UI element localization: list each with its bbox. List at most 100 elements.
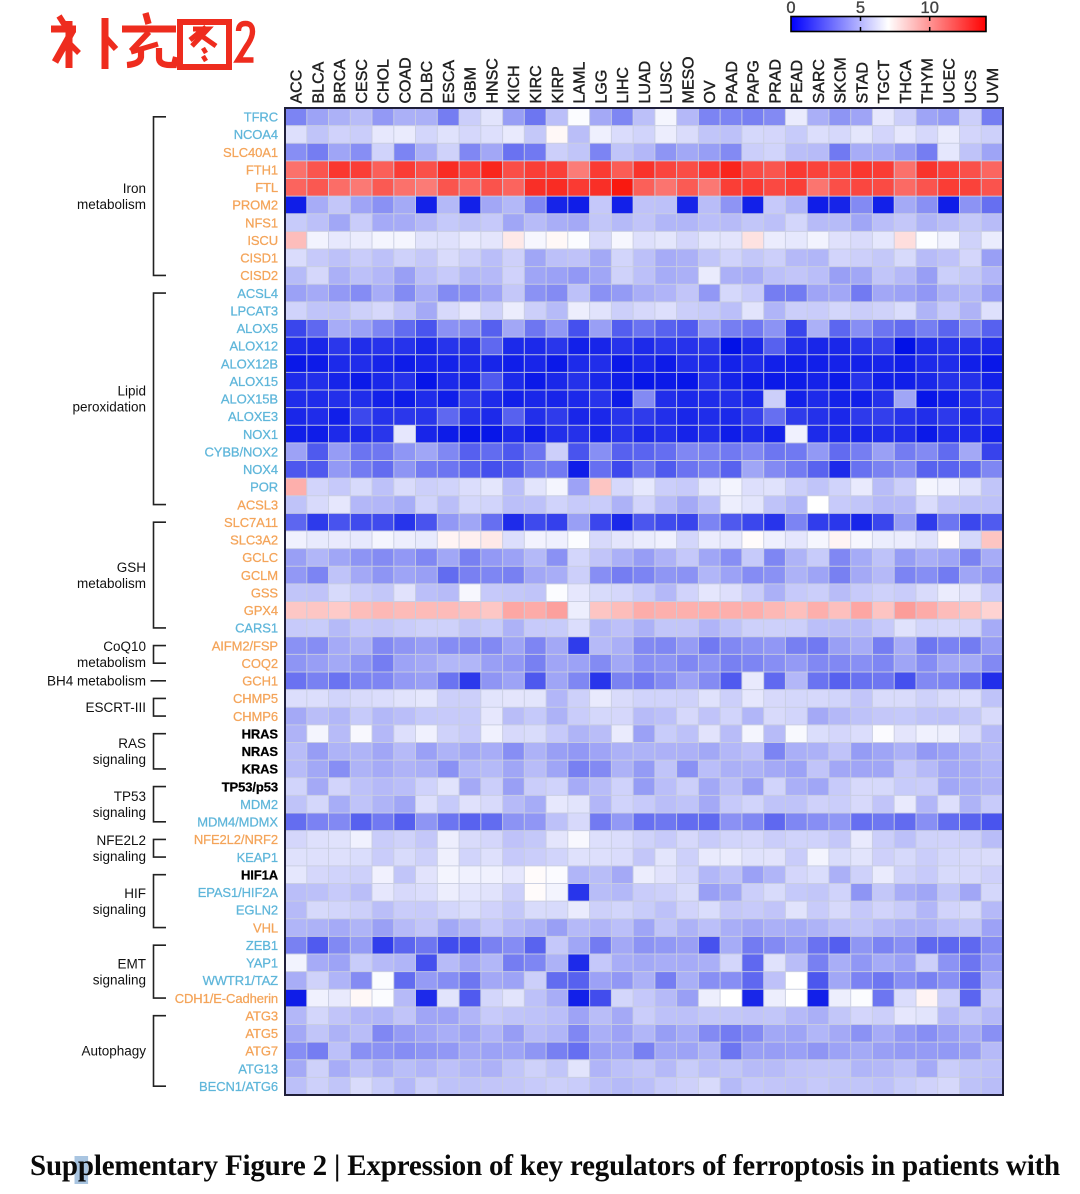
svg-text:NCOA4: NCOA4	[234, 127, 278, 142]
svg-text:signaling: signaling	[93, 805, 146, 820]
svg-text:10: 10	[921, 0, 939, 17]
svg-text:UCS: UCS	[963, 70, 980, 104]
svg-text:EMT: EMT	[118, 956, 147, 971]
svg-text:ISCU: ISCU	[247, 233, 278, 248]
svg-text:metabolism: metabolism	[77, 197, 146, 212]
svg-text:NOX4: NOX4	[243, 462, 278, 477]
svg-text:BLCA: BLCA	[310, 61, 327, 103]
svg-text:LGG: LGG	[593, 70, 610, 104]
svg-text:GSS: GSS	[251, 586, 279, 601]
svg-text:NRAS: NRAS	[242, 744, 279, 759]
svg-text:SLC40A1: SLC40A1	[223, 145, 278, 160]
svg-text:CHMP6: CHMP6	[233, 709, 278, 724]
svg-text:NFE2L2: NFE2L2	[96, 833, 146, 848]
svg-text:KIRC: KIRC	[528, 65, 545, 103]
svg-text:GCLM: GCLM	[241, 568, 278, 583]
svg-text:ACSL3: ACSL3	[237, 497, 278, 512]
svg-text:CARS1: CARS1	[235, 621, 278, 636]
svg-text:NFS1: NFS1	[245, 215, 278, 230]
svg-text:TGCT: TGCT	[876, 60, 893, 104]
svg-text:TP53: TP53	[114, 789, 146, 804]
svg-text:HNSC: HNSC	[485, 58, 502, 103]
svg-text:ESCRT-III: ESCRT-III	[85, 700, 146, 715]
svg-text:signaling: signaling	[93, 752, 146, 767]
svg-text:MESO: MESO	[680, 56, 697, 103]
svg-text:HIF1A: HIF1A	[241, 868, 279, 883]
svg-text:STAD: STAD	[854, 62, 871, 103]
svg-text:ALOX15: ALOX15	[229, 374, 278, 389]
svg-text:PAPG: PAPG	[746, 60, 763, 103]
svg-text:CDH1/E-Cadherin: CDH1/E-Cadherin	[175, 991, 278, 1006]
svg-text:YAP1: YAP1	[246, 956, 278, 971]
svg-text:NOX1: NOX1	[243, 427, 278, 442]
svg-text:EPAS1/HIF2A: EPAS1/HIF2A	[198, 885, 279, 900]
svg-text:THCA: THCA	[898, 60, 915, 104]
svg-text:ATG13: ATG13	[238, 1061, 278, 1076]
svg-text:LIHC: LIHC	[615, 67, 632, 103]
svg-text:RAS: RAS	[118, 736, 146, 751]
svg-text:EGLN2: EGLN2	[236, 903, 278, 918]
svg-text:KIRP: KIRP	[550, 66, 567, 103]
svg-text:ALOX5: ALOX5	[237, 321, 278, 336]
svg-text:ATG5: ATG5	[245, 1026, 278, 1041]
svg-text:ATG3: ATG3	[245, 1009, 278, 1024]
svg-text:LUSC: LUSC	[659, 61, 676, 104]
svg-text:CoQ10: CoQ10	[103, 639, 146, 654]
svg-text:CHMP5: CHMP5	[233, 691, 278, 706]
svg-text:ALOX12B: ALOX12B	[221, 356, 278, 371]
svg-text:VHL: VHL	[253, 920, 278, 935]
svg-text:ATG7: ATG7	[245, 1044, 278, 1059]
svg-text:CISD2: CISD2	[240, 268, 278, 283]
svg-text:5: 5	[856, 0, 865, 17]
svg-text:SKCM: SKCM	[833, 57, 850, 103]
svg-text:CESC: CESC	[354, 59, 371, 103]
svg-text:PRAD: PRAD	[767, 59, 784, 103]
svg-text:TFRC: TFRC	[244, 110, 278, 125]
svg-text:DLBC: DLBC	[419, 61, 436, 104]
svg-text:ALOX12: ALOX12	[229, 339, 278, 354]
svg-text:KRAS: KRAS	[242, 762, 279, 777]
svg-text:POR: POR	[250, 480, 278, 495]
svg-text:BECN1/ATG6: BECN1/ATG6	[199, 1079, 278, 1094]
svg-text:Lipid: Lipid	[117, 384, 146, 399]
svg-text:PEAD: PEAD	[789, 60, 806, 104]
svg-text:KICH: KICH	[506, 65, 523, 103]
svg-text:GCLC: GCLC	[242, 550, 278, 565]
svg-text:signaling: signaling	[93, 849, 146, 864]
svg-text:PROM2: PROM2	[232, 198, 278, 213]
svg-text:LAML: LAML	[572, 62, 589, 104]
svg-text:SARC: SARC	[811, 59, 828, 103]
svg-text:BH4 metabolism: BH4 metabolism	[47, 674, 146, 689]
svg-text:Autophagy: Autophagy	[81, 1044, 146, 1059]
svg-text:NFE2L2/NRF2: NFE2L2/NRF2	[194, 832, 278, 847]
svg-text:UCEC: UCEC	[941, 58, 958, 103]
svg-text:0: 0	[786, 0, 795, 17]
svg-text:AIFM2/FSP: AIFM2/FSP	[212, 638, 278, 653]
svg-text:ZEB1: ZEB1	[246, 938, 278, 953]
svg-text:UVM: UVM	[985, 68, 1002, 104]
svg-text:signaling: signaling	[93, 972, 146, 987]
svg-text:metabolism: metabolism	[77, 655, 146, 670]
svg-text:KEAP1: KEAP1	[237, 850, 278, 865]
svg-text:CYBB/NOX2: CYBB/NOX2	[204, 445, 278, 460]
svg-text:FTH1: FTH1	[246, 163, 278, 178]
svg-text:LPCAT3: LPCAT3	[230, 304, 278, 319]
svg-text:THYM: THYM	[920, 58, 937, 103]
svg-text:peroxidation: peroxidation	[72, 400, 146, 415]
svg-text:LUAD: LUAD	[637, 61, 654, 104]
svg-text:PAAD: PAAD	[724, 61, 741, 103]
svg-text:signaling: signaling	[93, 902, 146, 917]
svg-text:MDM4/MDMX: MDM4/MDMX	[197, 815, 278, 830]
svg-text:GPX4: GPX4	[244, 603, 278, 618]
svg-text:HRAS: HRAS	[242, 727, 279, 742]
svg-text:MDM2: MDM2	[240, 797, 278, 812]
svg-text:Iron: Iron	[123, 181, 146, 196]
svg-text:WWTR1/TAZ: WWTR1/TAZ	[203, 973, 279, 988]
svg-text:ALOX15B: ALOX15B	[221, 392, 278, 407]
svg-text:GBM: GBM	[463, 67, 480, 103]
svg-text:SLC3A2: SLC3A2	[230, 533, 278, 548]
svg-text:ACSL4: ACSL4	[237, 286, 278, 301]
svg-text:ACC: ACC	[289, 70, 306, 104]
svg-text:OV: OV	[702, 80, 719, 103]
svg-text:COAD: COAD	[398, 57, 415, 103]
